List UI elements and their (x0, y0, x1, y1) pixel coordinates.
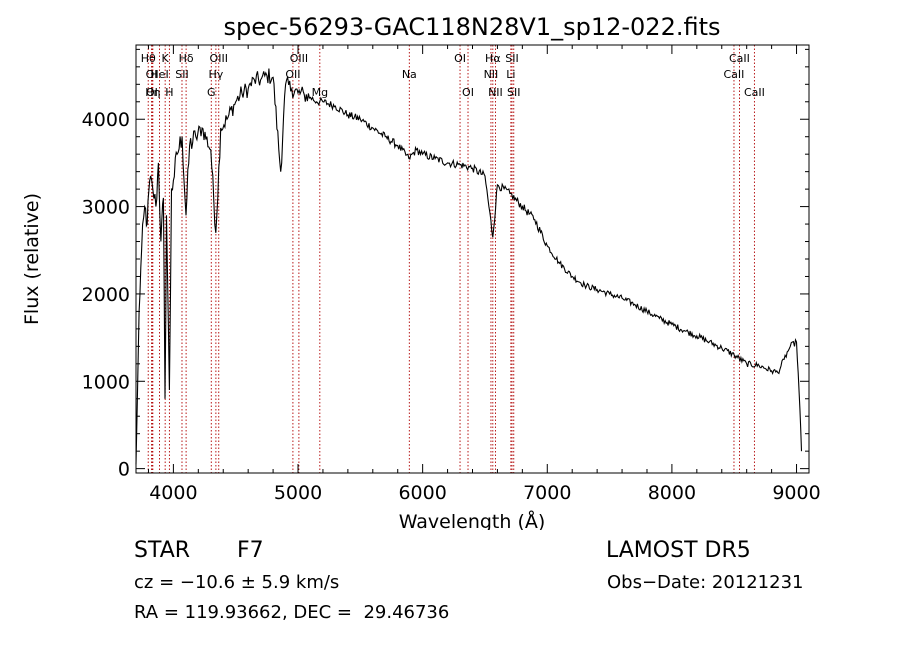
y-tick-label: 4000 (82, 109, 130, 131)
line-label: Hδ (179, 52, 194, 65)
class-label: STAR (134, 538, 191, 563)
plot-frame (135, 44, 810, 474)
coordinates: RA = 119.93662, DEC = 29.46736 (134, 602, 450, 623)
line-label: CaII (724, 68, 745, 81)
line-label: OIII (210, 52, 228, 65)
emission-line-markers (147, 45, 755, 473)
line-label: OI (462, 86, 474, 99)
y-tick-label: 1000 (82, 371, 130, 393)
line-label: OI (146, 68, 158, 81)
spectrum-line (135, 68, 803, 465)
line-label: OIII (290, 52, 308, 65)
subclass-label: F7 (237, 538, 264, 563)
x-tick-label: 6000 (398, 482, 446, 504)
line-label: K (162, 52, 170, 65)
line-label: CaII (744, 86, 765, 99)
x-tick-label: 5000 (274, 482, 322, 504)
x-axis-label: Wavelength (Å) (399, 510, 546, 530)
line-label: Hη (145, 86, 160, 99)
y-tick-label: 2000 (82, 284, 130, 306)
line-label: NII (488, 86, 503, 99)
line-label: Li (506, 68, 515, 81)
y-tick-label: 3000 (82, 197, 130, 219)
line-label: Na (402, 68, 417, 81)
x-tick-label: 4000 (149, 482, 197, 504)
x-tick-label: 8000 (648, 482, 696, 504)
line-label: NII (484, 68, 499, 81)
observation-date: Obs−Date: 20121231 (607, 572, 804, 593)
survey-label: LAMOST DR5 (606, 538, 751, 563)
line-label: SII (505, 52, 518, 65)
x-tick-label: 9000 (772, 482, 820, 504)
line-label: CaII (729, 52, 750, 65)
line-label: Mg (312, 86, 328, 99)
line-label: OI (146, 86, 158, 99)
line-label: SII (507, 86, 520, 99)
line-label: G (207, 86, 216, 99)
line-label: Hγ (208, 68, 223, 81)
x-axis: 4000 5000 6000 7000 8000 9000 (147, 45, 821, 504)
line-label: OII (285, 68, 300, 81)
chart-title: spec-56293-GAC118N28V1_sp12-022.fits (224, 13, 721, 41)
line-label: Hα (485, 52, 501, 65)
redshift-readout: cz = −10.6 ± 5.9 km/s (134, 572, 340, 593)
y-axis-label: Flux (relative) (21, 193, 43, 325)
emission-line-labels: HθOIOIHηHeIKHHδSIIGOIIIHγOIIIOIIMgNaOIOI… (141, 52, 765, 99)
line-label: SII (175, 68, 188, 81)
line-label: HeI (150, 68, 168, 81)
line-label: H (165, 86, 173, 99)
line-label: Hθ (141, 52, 156, 65)
line-label: OI (454, 52, 466, 65)
y-axis: 0 1000 2000 3000 4000 (82, 48, 809, 481)
x-tick-label: 7000 (523, 482, 571, 504)
y-tick-label: 0 (118, 459, 130, 481)
spectrum-chart: spec-56293-GAC118N28V1_sp12-022.fits Hθ O… (21, 13, 821, 530)
